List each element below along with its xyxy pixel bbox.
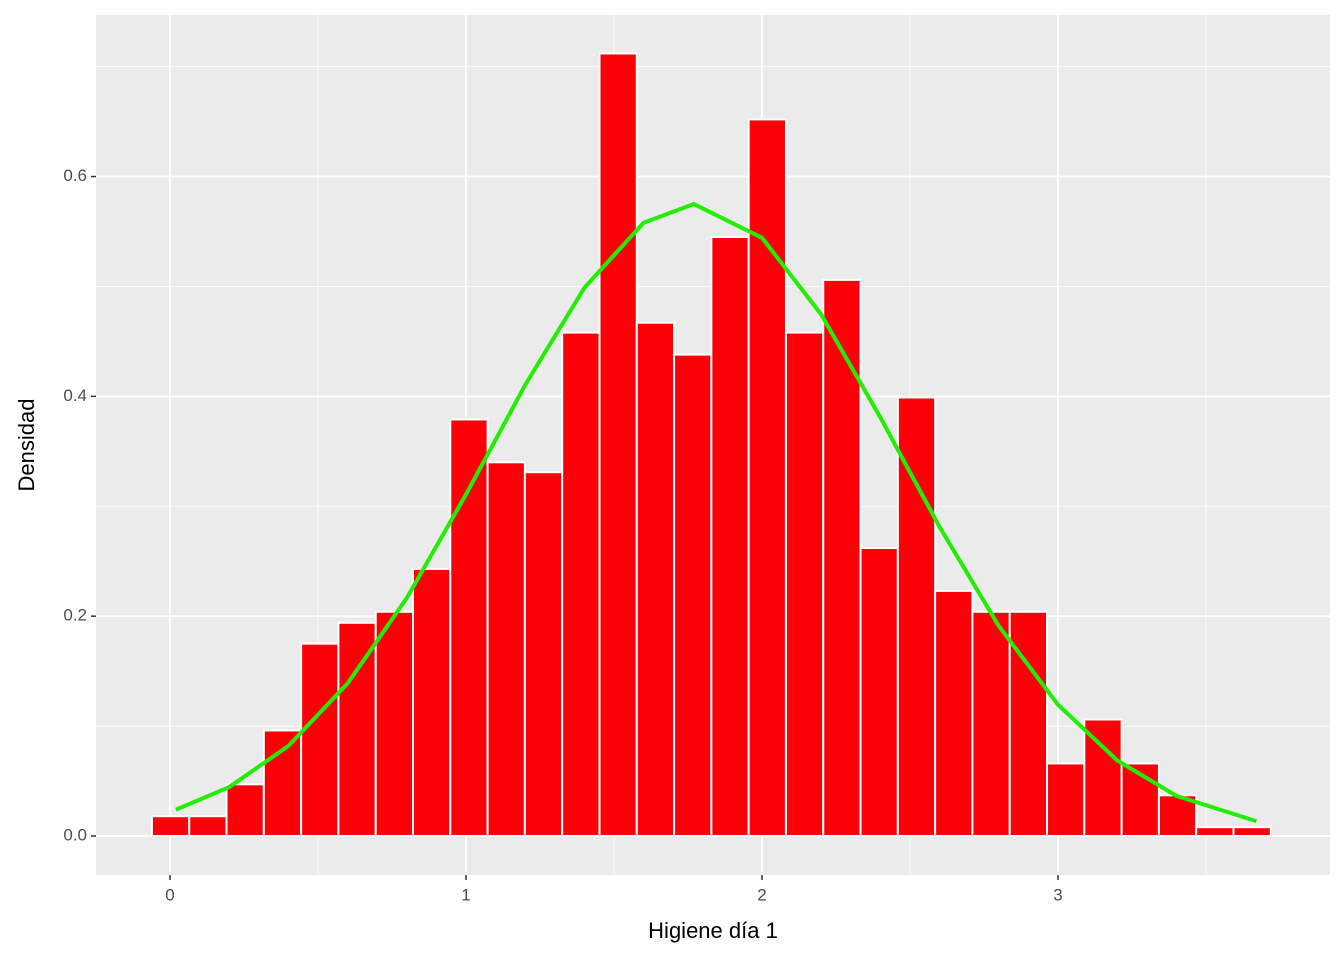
bar: [598, 52, 638, 837]
bar: [1046, 762, 1086, 837]
bar: [859, 547, 899, 837]
bar: [673, 353, 713, 837]
y-axis-title: Densidad: [14, 399, 39, 492]
bar: [1083, 718, 1123, 837]
bar: [822, 278, 862, 837]
y-tick-label: 0.4: [63, 386, 87, 405]
x-tick-label: 3: [1053, 885, 1062, 904]
bar: [561, 331, 601, 837]
bar: [188, 815, 228, 837]
x-axis-title: Higiene día 1: [648, 918, 778, 943]
density-curve: [175, 202, 1257, 824]
bar: [523, 471, 564, 837]
x-tick-label: 1: [461, 885, 470, 904]
bar: [710, 236, 750, 837]
bar: [747, 118, 787, 837]
y-tick-label: 0.2: [63, 606, 87, 625]
bar: [337, 621, 377, 837]
bar: [1232, 826, 1272, 837]
bar: [784, 331, 825, 837]
y-tick-label: 0.6: [63, 166, 87, 185]
bar: [262, 729, 303, 837]
bar: [374, 610, 415, 837]
bar: [934, 589, 974, 837]
bar: [300, 642, 340, 837]
bar: [486, 461, 526, 837]
bar: [1195, 826, 1235, 837]
x-tick-label: 2: [757, 885, 766, 904]
x-tick-label: 0: [165, 885, 174, 904]
bar: [449, 418, 489, 837]
y-tick-label: 0.0: [63, 825, 87, 844]
bar: [971, 610, 1011, 837]
bar: [225, 783, 265, 837]
bar: [412, 567, 452, 837]
bar: [635, 321, 676, 837]
bar: [150, 815, 191, 837]
